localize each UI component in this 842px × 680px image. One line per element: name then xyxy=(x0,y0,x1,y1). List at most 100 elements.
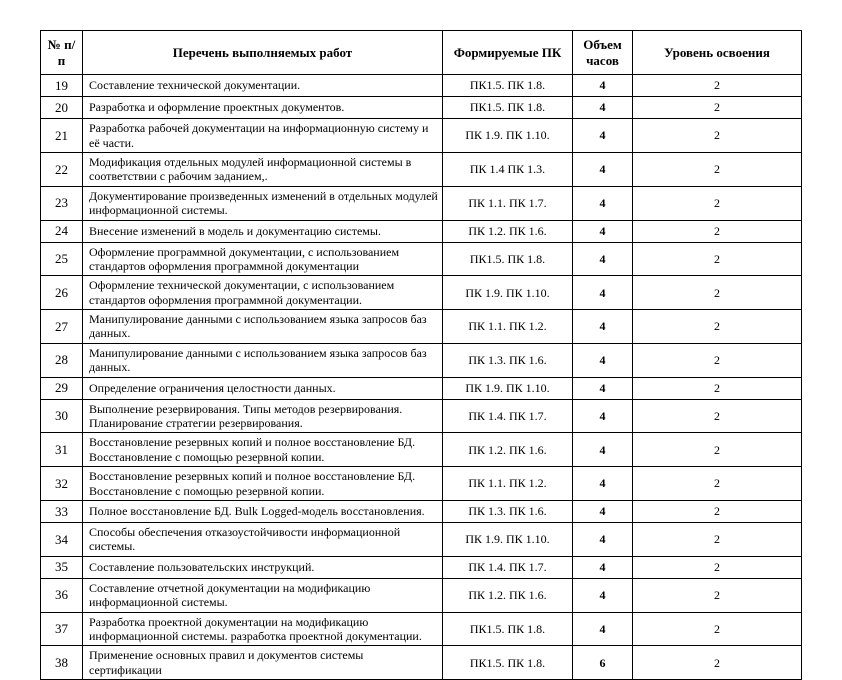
cell-hours: 4 xyxy=(573,276,633,310)
cell-hours: 4 xyxy=(573,399,633,433)
cell-level: 2 xyxy=(633,343,802,377)
cell-hours: 4 xyxy=(573,97,633,119)
table-header-row: № п/п Перечень выполняемых работ Формиру… xyxy=(41,31,802,75)
cell-level: 2 xyxy=(633,75,802,97)
works-table: № п/п Перечень выполняемых работ Формиру… xyxy=(40,30,802,680)
cell-level: 2 xyxy=(633,612,802,646)
cell-level: 2 xyxy=(633,152,802,186)
table-row: 27Манипулирование данными с использовани… xyxy=(41,310,802,344)
cell-work: Оформление технической документации, с и… xyxy=(83,276,443,310)
cell-work: Манипулирование данными с использованием… xyxy=(83,310,443,344)
cell-pk: ПК1.5. ПК 1.8. xyxy=(443,75,573,97)
cell-pk: ПК 1.4. ПК 1.7. xyxy=(443,556,573,578)
cell-num: 24 xyxy=(41,220,83,242)
table-row: 30Выполнение резервирования. Типы методо… xyxy=(41,399,802,433)
cell-num: 29 xyxy=(41,377,83,399)
cell-num: 22 xyxy=(41,152,83,186)
cell-pk: ПК 1.2. ПК 1.6. xyxy=(443,578,573,612)
cell-work: Манипулирование данными с использованием… xyxy=(83,343,443,377)
cell-num: 20 xyxy=(41,97,83,119)
cell-level: 2 xyxy=(633,186,802,220)
cell-level: 2 xyxy=(633,501,802,523)
table-row: 31Восстановление резервных копий и полно… xyxy=(41,433,802,467)
cell-level: 2 xyxy=(633,578,802,612)
cell-work: Внесение изменений в модель и документац… xyxy=(83,220,443,242)
cell-level: 2 xyxy=(633,377,802,399)
cell-level: 2 xyxy=(633,399,802,433)
cell-work: Составление технической документации. xyxy=(83,75,443,97)
cell-pk: ПК 1.9. ПК 1.10. xyxy=(443,377,573,399)
cell-pk: ПК 1.4 ПК 1.3. xyxy=(443,152,573,186)
cell-work: Способы обеспечения отказоустойчивости и… xyxy=(83,523,443,557)
cell-level: 2 xyxy=(633,119,802,153)
cell-level: 2 xyxy=(633,276,802,310)
cell-pk: ПК 1.4. ПК 1.7. xyxy=(443,399,573,433)
cell-num: 34 xyxy=(41,523,83,557)
cell-work: Оформление программной документации, с и… xyxy=(83,242,443,276)
table-row: 20Разработка и оформление проектных доку… xyxy=(41,97,802,119)
table-row: 26Оформление технической документации, с… xyxy=(41,276,802,310)
table-row: 21Разработка рабочей документации на инф… xyxy=(41,119,802,153)
table-row: 35Составление пользовательских инструкци… xyxy=(41,556,802,578)
table-row: 37Разработка проектной документации на м… xyxy=(41,612,802,646)
cell-work: Составление пользовательских инструкций. xyxy=(83,556,443,578)
table-row: 24Внесение изменений в модель и документ… xyxy=(41,220,802,242)
cell-num: 30 xyxy=(41,399,83,433)
cell-pk: ПК1.5. ПК 1.8. xyxy=(443,97,573,119)
cell-work: Восстановление резервных копий и полное … xyxy=(83,467,443,501)
cell-level: 2 xyxy=(633,433,802,467)
cell-hours: 4 xyxy=(573,186,633,220)
cell-level: 2 xyxy=(633,556,802,578)
table-row: 22Модификация отдельных модулей информац… xyxy=(41,152,802,186)
cell-work: Разработка проектной документации на мод… xyxy=(83,612,443,646)
cell-hours: 4 xyxy=(573,578,633,612)
cell-pk: ПК 1.2. ПК 1.6. xyxy=(443,433,573,467)
cell-level: 2 xyxy=(633,242,802,276)
cell-level: 2 xyxy=(633,523,802,557)
cell-num: 23 xyxy=(41,186,83,220)
cell-hours: 6 xyxy=(573,646,633,680)
cell-work: Разработка и оформление проектных докуме… xyxy=(83,97,443,119)
cell-pk: ПК1.5. ПК 1.8. xyxy=(443,242,573,276)
table-row: 19Составление технической документации.П… xyxy=(41,75,802,97)
cell-level: 2 xyxy=(633,97,802,119)
cell-num: 33 xyxy=(41,501,83,523)
cell-work: Выполнение резервирования. Типы методов … xyxy=(83,399,443,433)
table-row: 32Восстановление резервных копий и полно… xyxy=(41,467,802,501)
table-row: 33Полное восстановление БД. Bulk Logged-… xyxy=(41,501,802,523)
cell-work: Определение ограничения целостности данн… xyxy=(83,377,443,399)
cell-hours: 4 xyxy=(573,75,633,97)
cell-num: 21 xyxy=(41,119,83,153)
cell-hours: 4 xyxy=(573,523,633,557)
cell-num: 26 xyxy=(41,276,83,310)
cell-num: 25 xyxy=(41,242,83,276)
cell-num: 28 xyxy=(41,343,83,377)
cell-num: 27 xyxy=(41,310,83,344)
cell-work: Составление отчетной документации на мод… xyxy=(83,578,443,612)
cell-num: 35 xyxy=(41,556,83,578)
cell-pk: ПК 1.1. ПК 1.2. xyxy=(443,310,573,344)
cell-hours: 4 xyxy=(573,343,633,377)
table-row: 25Оформление программной документации, с… xyxy=(41,242,802,276)
cell-work: Документирование произведенных изменений… xyxy=(83,186,443,220)
table-row: 23Документирование произведенных изменен… xyxy=(41,186,802,220)
cell-hours: 4 xyxy=(573,310,633,344)
cell-level: 2 xyxy=(633,467,802,501)
cell-pk: ПК1.5. ПК 1.8. xyxy=(443,646,573,680)
cell-hours: 4 xyxy=(573,119,633,153)
cell-hours: 4 xyxy=(573,556,633,578)
col-header-pk: Формируемые ПК xyxy=(443,31,573,75)
cell-work: Восстановление резервных копий и полное … xyxy=(83,433,443,467)
cell-hours: 4 xyxy=(573,612,633,646)
cell-hours: 4 xyxy=(573,467,633,501)
cell-work: Модификация отдельных модулей информацио… xyxy=(83,152,443,186)
col-header-level: Уровень освоения xyxy=(633,31,802,75)
cell-hours: 4 xyxy=(573,220,633,242)
table-row: 34Способы обеспечения отказоустойчивости… xyxy=(41,523,802,557)
table-row: 29Определение ограничения целостности да… xyxy=(41,377,802,399)
cell-num: 31 xyxy=(41,433,83,467)
cell-pk: ПК1.5. ПК 1.8. xyxy=(443,612,573,646)
cell-num: 32 xyxy=(41,467,83,501)
col-header-work: Перечень выполняемых работ xyxy=(83,31,443,75)
cell-pk: ПК 1.1. ПК 1.2. xyxy=(443,467,573,501)
